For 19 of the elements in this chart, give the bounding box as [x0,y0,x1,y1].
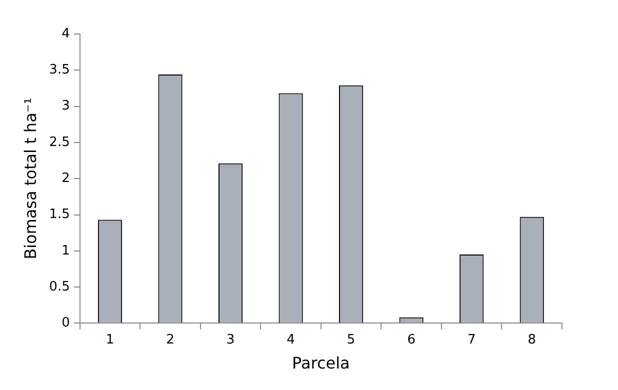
y-tick-label: 2.5 [49,134,70,150]
y-tick-label: 2 [62,170,70,186]
y-tick-label: 1 [62,243,70,258]
x-tick-label: 6 [407,332,416,348]
x-tick-label: 4 [286,332,295,348]
y-tick-label: 3 [62,98,70,114]
x-tick-label: 3 [226,332,235,348]
x-axis-title: Parcela [292,354,350,373]
x-tick-label: 8 [528,332,536,348]
y-tick-label: 4 [62,26,70,42]
y-axis-title: Biomasa total t ha⁻¹ [20,98,40,260]
y-tick-label: 0 [62,316,70,331]
y-tick-label: 1.5 [49,207,70,222]
x-tick-label: 7 [467,332,476,348]
x-tick-label: 1 [106,332,114,348]
y-tick-label: 0.5 [49,279,70,294]
x-tick-label: 5 [346,332,356,348]
x-tick-label: 2 [166,332,174,348]
y-tick-label: 3.5 [49,62,70,78]
